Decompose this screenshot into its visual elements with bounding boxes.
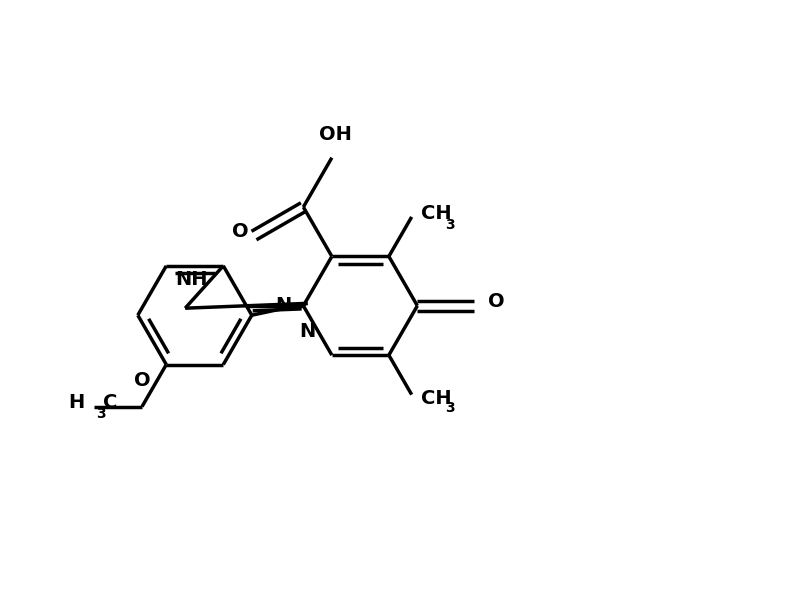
Text: 3: 3 (445, 401, 454, 415)
Text: N: N (276, 296, 292, 315)
Text: C: C (102, 393, 117, 412)
Text: CH: CH (421, 389, 451, 408)
Text: O: O (488, 292, 505, 311)
Text: N: N (299, 322, 316, 341)
Text: 3: 3 (445, 218, 454, 232)
Text: OH: OH (319, 125, 352, 144)
Text: O: O (232, 222, 249, 241)
Text: O: O (134, 371, 150, 390)
Text: NH: NH (175, 270, 207, 289)
Text: CH: CH (421, 203, 451, 223)
Text: H: H (68, 393, 85, 412)
Text: 3: 3 (96, 407, 106, 421)
